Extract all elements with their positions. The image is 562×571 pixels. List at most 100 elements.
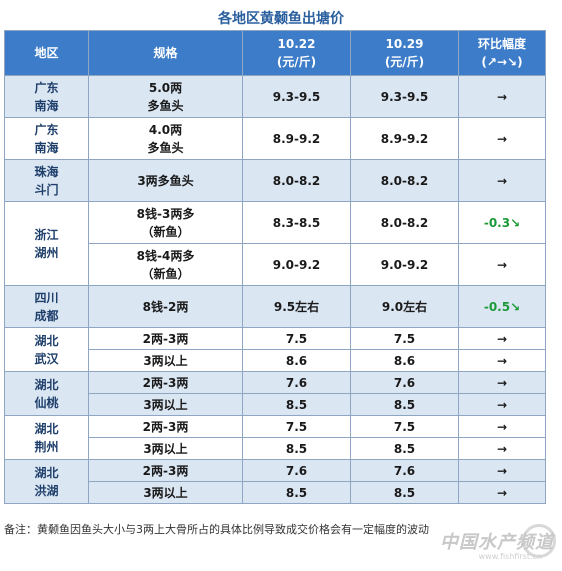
change-cell: → [458, 481, 546, 504]
header-change: 环比幅度 (↗→↘) [458, 30, 546, 76]
table-row: 8钱-4两多 （新鱼） 9.0-9.2 9.0-9.2 → [5, 243, 546, 286]
table-row: 广东 南海 5.0两 多鱼头 9.3-9.5 9.3-9.5 → [4, 75, 546, 118]
header-date1: 10.22 (元/斤) [242, 30, 351, 76]
price-1022-cell: 7.6 [242, 459, 351, 482]
price-1022-cell: 7.5 [242, 415, 351, 438]
table-row: 3两以上 8.5 8.5 → [5, 393, 546, 416]
table-row: 广东 南海 4.0两 多鱼头 8.9-9.2 8.9-9.2 → [4, 117, 546, 160]
price-1022-cell: 7.5 [242, 327, 351, 350]
price-1029-cell: 8.5 [350, 481, 459, 504]
price-1029-cell: 9.0左右 [350, 285, 459, 328]
spec-cell: 2两-3两 [88, 459, 243, 482]
spec-line: 多鱼头 [147, 98, 184, 113]
spec-line: 3两多鱼头 [137, 173, 194, 188]
change-cell: → [458, 75, 546, 118]
region-line: 珠海 [34, 164, 59, 179]
spec-cell: 8钱-3两多 （新鱼） [88, 201, 243, 244]
price-1029-cell: 8.0-8.2 [350, 159, 459, 202]
header-unit1: (元/斤) [276, 55, 317, 69]
change-cell: → [458, 117, 546, 160]
price-1029-cell: 8.5 [350, 393, 459, 416]
change-cell: → [458, 159, 546, 202]
region-cell: 四川 成都 [4, 285, 89, 328]
price-1029-cell: 7.5 [350, 415, 459, 438]
spec-line: 5.0两 [148, 80, 183, 95]
price-1022-cell: 9.5左右 [242, 285, 351, 328]
price-1029-cell: 8.0-8.2 [350, 201, 459, 244]
price-table: 地区 规格 10.22 (元/斤) 10.29 (元/斤) 环比幅度 (↗→↘)… [4, 30, 546, 504]
table-row: 湖北 仙桃 2两-3两 7.6 7.6 → [4, 371, 546, 416]
spec-cell: 3两以上 [88, 437, 243, 460]
price-1029-cell: 9.3-9.5 [350, 75, 459, 118]
spec-cell: 4.0两 多鱼头 [88, 117, 243, 160]
region-cell: 珠海 斗门 [4, 159, 89, 202]
spec-cell: 3两以上 [88, 349, 243, 372]
region-cell: 广东 南海 [4, 117, 89, 160]
price-1022-cell: 9.3-9.5 [242, 75, 351, 118]
spec-cell: 2两-3两 [88, 327, 243, 350]
spec-line: （新鱼） [141, 224, 190, 239]
spec-line: 2两-3两 [142, 331, 189, 346]
table-row: 浙江 湖州 8钱-3两多 （新鱼） 8.3-8.5 8.0-8.2 -0.3↘ [4, 201, 546, 286]
table-row: 3两以上 8.5 8.5 → [5, 437, 546, 460]
region-line: 湖州 [34, 245, 59, 260]
header-date2-label: 10.29 [385, 37, 424, 51]
change-cell: -0.5↘ [458, 285, 546, 328]
change-cell: → [458, 371, 546, 394]
price-1022-cell: 8.3-8.5 [242, 201, 351, 244]
price-1022-cell: 8.9-9.2 [242, 117, 351, 160]
region-line: 成都 [34, 308, 59, 323]
watermark-url: www.fishfirst.cn [478, 552, 542, 561]
spec-line: 3两以上 [143, 441, 188, 456]
price-1022-cell: 9.0-9.2 [242, 243, 351, 286]
price-1029-cell: 7.6 [350, 371, 459, 394]
region-line: 武汉 [34, 351, 59, 366]
region-cell: 湖北 武汉 [4, 327, 89, 372]
table-body: 广东 南海 5.0两 多鱼头 9.3-9.5 9.3-9.5 → 广东 南海 4.0两 多鱼头 8.9… [4, 75, 546, 504]
spec-line: 多鱼头 [147, 140, 184, 155]
price-1029-cell: 8.5 [350, 437, 459, 460]
region-line: 广东 [34, 80, 59, 95]
price-1022-cell: 8.5 [242, 437, 351, 460]
region-line: 南海 [34, 98, 59, 113]
header-spec: 规格 [88, 30, 243, 76]
spec-line: 2两-3两 [142, 375, 189, 390]
price-1029-cell: 7.6 [350, 459, 459, 482]
spec-line: 3两以上 [143, 397, 188, 412]
table-row: 湖北 洪湖 2两-3两 7.6 7.6 → [4, 459, 546, 504]
price-1029-cell: 9.0-9.2 [350, 243, 459, 286]
region-line: 南海 [34, 140, 59, 155]
region-cell: 广东 南海 [4, 75, 89, 118]
spec-line: 8钱-2两 [142, 299, 189, 314]
table-row: 3两以上 8.5 8.5 → [5, 481, 546, 504]
spec-line: 2两-3两 [142, 463, 189, 478]
region-line: 广东 [34, 122, 59, 137]
region-cell: 湖北 仙桃 [4, 371, 89, 416]
table-header-row: 地区 规格 10.22 (元/斤) 10.29 (元/斤) 环比幅度 (↗→↘) [4, 30, 546, 76]
region-line: 湖北 [34, 465, 59, 480]
table-row: 珠海 斗门 3两多鱼头 8.0-8.2 8.0-8.2 → [4, 159, 546, 202]
table-row: 四川 成都 8钱-2两 9.5左右 9.0左右 -0.5↘ [4, 285, 546, 328]
change-cell: -0.3↘ [458, 201, 546, 244]
header-unit2: (元/斤) [384, 55, 425, 69]
spec-line: 8钱-3两多 [136, 206, 195, 221]
spec-cell: 2两-3两 [88, 415, 243, 438]
footnote: 备注：黄颡鱼因鱼头大小与3两上大骨所占的具体比例导致成交价格会有一定幅度的波动 [4, 523, 429, 536]
watermark: 中国水产频道 [440, 532, 554, 553]
region-line: 荆州 [34, 439, 59, 454]
header-date2: 10.29 (元/斤) [350, 30, 459, 76]
spec-cell: 8钱-4两多 （新鱼） [88, 243, 243, 286]
spec-cell: 2两-3两 [88, 371, 243, 394]
spec-cell: 5.0两多鱼头 [88, 75, 243, 118]
region-line: 湖北 [34, 333, 59, 348]
region-line: 洪湖 [34, 483, 59, 498]
price-1029-cell: 8.9-9.2 [350, 117, 459, 160]
price-1022-cell: 8.6 [242, 349, 351, 372]
table-row: 湖北 武汉 2两-3两 7.5 7.5 → [4, 327, 546, 372]
spec-line: 2两-3两 [142, 419, 189, 434]
spec-line: （新鱼） [141, 266, 190, 281]
header-date1-label: 10.22 [277, 37, 316, 51]
price-1022-cell: 8.5 [242, 481, 351, 504]
region-cell: 湖北 荆州 [4, 415, 89, 460]
region-cell: 浙江 湖州 [4, 201, 89, 286]
